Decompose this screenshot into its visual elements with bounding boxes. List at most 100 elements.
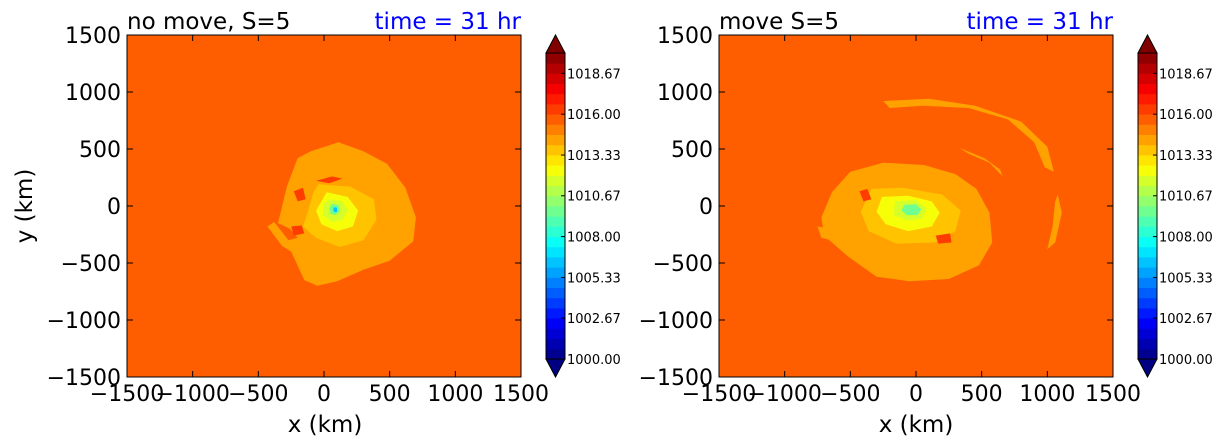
colorbar-segment	[1138, 318, 1157, 329]
x-tick-label: 0	[909, 382, 923, 407]
colorbar-segment	[546, 73, 565, 84]
x-tick-label: 500	[961, 382, 1003, 407]
colorbar-left: 1000.00 1002.67 1005.33 1008.00 1010.67 1013.…	[545, 33, 621, 379]
colorbar-segment	[546, 338, 565, 350]
colorbar-segment	[1138, 328, 1157, 339]
colorbar-extend-min	[1137, 358, 1158, 379]
contour-band	[1047, 194, 1062, 250]
colorbar-segment	[1138, 73, 1157, 84]
x-axis-label: x (km)	[879, 412, 954, 438]
colorbar-extend-max	[1137, 33, 1158, 54]
colorbar-tick-label: 1000.00	[567, 353, 621, 368]
panel-title-left: move S=5	[719, 9, 839, 35]
colorbar-segment	[546, 246, 565, 258]
colorbar-segment	[546, 83, 565, 95]
colorbar-segment	[1138, 155, 1157, 166]
colorbar-segment	[1138, 216, 1157, 227]
colorbar-segment	[1138, 185, 1157, 197]
y-tick-label: 1500	[65, 24, 121, 49]
colorbar-segment	[546, 206, 565, 217]
colorbar-segment	[1138, 267, 1157, 278]
x-tick-label: 1500	[493, 382, 549, 407]
colorbar-extend-max	[545, 33, 566, 54]
colorbar-segment	[1138, 83, 1157, 95]
colorbar-segment	[546, 348, 565, 360]
colorbar-segment	[1138, 257, 1157, 268]
x-tick-label: 1500	[1085, 382, 1141, 407]
x-axis-ticks: −1500−1000−500 0 500 1000 1500	[682, 35, 1141, 407]
colorbar-tick-label: 1008.00	[567, 231, 621, 246]
colorbar-tick-label: 1000.00	[1159, 353, 1213, 368]
colorbar-segment	[1138, 175, 1157, 186]
x-tick-label: −1500	[682, 382, 756, 407]
colorbar-segment	[546, 236, 565, 248]
x-tick-label: −1000	[155, 382, 229, 407]
panel-no-move: −1500−1000−500 0 500 1000 1500 −1500−1000−50…	[12, 9, 549, 438]
y-axis-label: y (km)	[12, 169, 38, 244]
colorbar-tick-label: 1002.67	[1159, 312, 1213, 327]
colorbar-segment	[1138, 297, 1157, 309]
y-tick-label: 0	[107, 195, 121, 220]
x-tick-label: 1000	[1019, 382, 1075, 407]
y-tick-label: 1500	[657, 24, 713, 49]
contour-band	[901, 204, 922, 216]
y-tick-label: 500	[79, 138, 121, 163]
x-tick-label: 0	[317, 382, 331, 407]
colorbar-segment	[546, 287, 565, 299]
x-tick-label: 500	[369, 382, 411, 407]
y-tick-label: −1500	[47, 366, 121, 391]
colorbar-segment	[546, 155, 565, 166]
colorbar-segment	[546, 134, 565, 146]
colorbar-segment	[546, 124, 565, 135]
colorbar-tick-label: 1005.33	[1159, 271, 1213, 286]
y-tick-label: 0	[699, 195, 713, 220]
x-tick-label: −500	[820, 382, 880, 407]
colorbar-segment	[1138, 93, 1157, 105]
colorbar-segment	[546, 226, 565, 237]
colorbar-segment	[1138, 195, 1157, 207]
colorbar-segment	[1138, 338, 1157, 350]
colorbar-segment	[1138, 246, 1157, 258]
colorbar-segment	[1138, 114, 1157, 125]
colorbar-segment	[1138, 348, 1157, 360]
x-axis-label: x (km)	[288, 412, 363, 438]
colorbar-tick-label: 1002.67	[567, 312, 621, 327]
contour-band	[333, 207, 338, 213]
pressure-contours	[267, 142, 416, 286]
y-tick-label: −1000	[47, 309, 121, 334]
colorbar-segment	[546, 185, 565, 197]
y-tick-label: −500	[61, 252, 121, 277]
colorbar-frame	[545, 52, 566, 360]
colorbar-segment	[546, 267, 565, 278]
colorbar-tick-label: 1016.00	[567, 108, 621, 123]
x-axis-ticks: −1500−1000−500 0 500 1000 1500	[90, 35, 549, 407]
colorbar-segment	[546, 328, 565, 339]
colorbar-tick-label: 1010.67	[567, 190, 621, 205]
colorbar-segment	[1138, 144, 1157, 156]
colorbar-frame	[1137, 52, 1158, 360]
colorbar-segment	[546, 165, 565, 176]
colorbar-segment	[1138, 287, 1157, 299]
panel-title-right: time = 31 hr	[967, 9, 1114, 35]
contour-band	[316, 176, 343, 184]
y-tick-label: −500	[653, 252, 713, 277]
colorbar-segment	[546, 257, 565, 268]
y-tick-label: 500	[671, 138, 713, 163]
y-axis-ticks: −1500 −1000 −500 0 500 1000 1500	[47, 24, 521, 391]
colorbar-segment	[546, 195, 565, 207]
colorbar-segment	[546, 53, 565, 64]
x-tick-label: −500	[228, 382, 288, 407]
colorbar-tick-label: 1005.33	[567, 271, 621, 286]
colorbar-extend-min	[545, 358, 566, 379]
colorbar-tick-label: 1018.67	[567, 67, 621, 82]
colorbar-segment	[546, 114, 565, 125]
y-axis-ticks: −1500 −1000 −500 0 500 1000 1500	[639, 24, 1113, 391]
colorbar-segment	[546, 175, 565, 186]
colorbar-segment	[1138, 277, 1157, 288]
y-tick-label: 1000	[65, 81, 121, 106]
colorbar-segment	[546, 63, 565, 74]
x-tick-label: 1000	[427, 382, 483, 407]
contour-band	[291, 225, 305, 236]
colorbar-segment	[1138, 308, 1157, 319]
